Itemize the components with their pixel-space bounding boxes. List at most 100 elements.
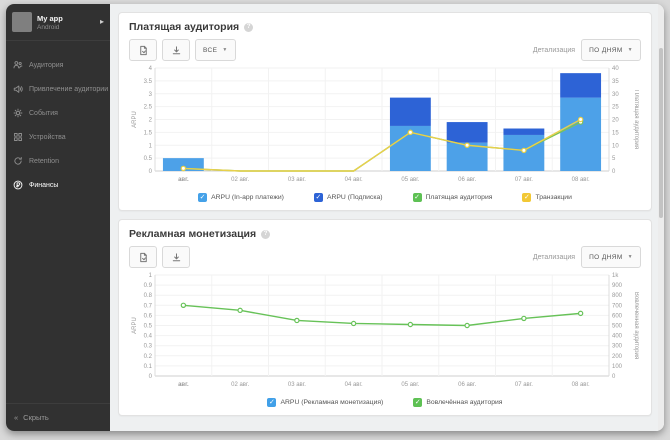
- svg-text:3: 3: [149, 92, 153, 98]
- svg-text:0.5: 0.5: [144, 324, 153, 330]
- svg-text:0.7: 0.7: [144, 303, 153, 309]
- svg-text:900: 900: [612, 283, 623, 289]
- sidebar-item-label: Аудитория: [29, 61, 64, 69]
- sidebar-collapse-button[interactable]: « Скрыть: [6, 403, 110, 431]
- ad-monetization-panel: Рекламная монетизация ? Детализация ПО Д…: [118, 219, 652, 416]
- svg-text:Вовлечённая аудитория: Вовлечённая аудитория: [633, 292, 639, 359]
- checkbox-checked-icon[interactable]: ✓: [522, 193, 532, 202]
- app-switcher[interactable]: My app Android ▸: [6, 4, 110, 41]
- svg-text:авг.: авг.: [178, 382, 189, 388]
- legend-item[interactable]: ✓ ARPU (Рекламная монетизация): [267, 398, 383, 407]
- svg-text:0: 0: [149, 374, 153, 380]
- svg-text:0: 0: [149, 169, 153, 175]
- scrollbar-thumb[interactable]: [659, 48, 663, 218]
- panel-title: Платящая аудитория: [129, 21, 240, 33]
- svg-text:0.9: 0.9: [144, 283, 153, 289]
- legend-item[interactable]: ✓ Платящая аудитория: [412, 193, 493, 202]
- svg-text:0.2: 0.2: [144, 354, 153, 360]
- sidebar-item-label: Финансы: [29, 181, 59, 189]
- scrollbar[interactable]: [658, 4, 664, 431]
- download-button[interactable]: [162, 39, 190, 61]
- document-icon: [139, 45, 147, 55]
- checkbox-checked-icon[interactable]: ✓: [412, 193, 422, 202]
- svg-text:35: 35: [612, 79, 619, 85]
- svg-text:20: 20: [612, 118, 619, 124]
- legend-item[interactable]: ✓ Транзакции: [522, 193, 572, 202]
- legend-label: Вовлечённая аудитория: [426, 399, 503, 406]
- checkbox-checked-icon[interactable]: ✓: [267, 398, 277, 407]
- filter-dropdown[interactable]: ВСЕ ▼: [195, 39, 236, 61]
- legend-label: Транзакции: [535, 194, 572, 201]
- svg-text:3.5: 3.5: [144, 79, 153, 85]
- svg-text:06 авг.: 06 авг.: [458, 382, 476, 388]
- document-icon: [139, 252, 147, 262]
- sidebar-item-acquisition[interactable]: Привлечение аудитории: [6, 77, 110, 101]
- download-button[interactable]: [162, 246, 190, 268]
- retention-icon: [14, 157, 22, 165]
- svg-text:05 авг.: 05 авг.: [401, 382, 419, 388]
- sidebar-item-devices[interactable]: Устройства: [6, 125, 110, 149]
- report-button[interactable]: [129, 246, 157, 268]
- svg-text:30: 30: [612, 92, 619, 98]
- svg-text:200: 200: [612, 354, 623, 360]
- chart-legend: ✓ ARPU (Рекламная монетизация) ✓ Вовлечённа…: [129, 395, 641, 409]
- checkbox-checked-icon[interactable]: ✓: [413, 398, 423, 407]
- svg-text:04 авг.: 04 авг.: [345, 177, 363, 183]
- checkbox-checked-icon[interactable]: ✓: [198, 193, 208, 202]
- svg-text:0.5: 0.5: [144, 156, 153, 162]
- svg-text:02 авг.: 02 авг.: [231, 382, 249, 388]
- svg-text:06 авг.: 06 авг.: [458, 177, 476, 183]
- svg-text:авг.: авг.: [178, 177, 189, 183]
- svg-text:2: 2: [149, 118, 153, 124]
- legend-label: ARPU (Рекламная монетизация): [280, 399, 384, 406]
- svg-text:08 авг.: 08 авг.: [572, 177, 590, 183]
- sidebar-item-label: События: [29, 109, 58, 117]
- app-window: My app Android ▸ Аудитория Привлечение ау…: [6, 4, 664, 431]
- sidebar-item-retention[interactable]: Retention: [6, 149, 110, 173]
- sidebar-item-audience[interactable]: Аудитория: [6, 53, 110, 77]
- main-content: Платящая аудитория ? ВСЕ ▼ Детализация П: [110, 4, 664, 431]
- checkbox-checked-icon[interactable]: ✓: [313, 193, 323, 202]
- paying-audience-chart: 0 0.5 1 1.5 2 2.5 3 3.5 4 0 5 10 15 20 25 30 35 40 авг. 02 …: [129, 63, 641, 190]
- legend-item[interactable]: ✓ ARPU (In-app платежи): [198, 193, 284, 202]
- app-platform: Android: [37, 23, 60, 31]
- svg-text:500: 500: [612, 324, 623, 330]
- svg-text:0.4: 0.4: [144, 334, 153, 340]
- svg-text:07 авг.: 07 авг.: [515, 177, 533, 183]
- svg-text:700: 700: [612, 303, 623, 309]
- svg-text:03 авг.: 03 авг.: [288, 382, 306, 388]
- audience-icon: [13, 61, 23, 69]
- detail-label: Детализация: [532, 253, 576, 261]
- finance-icon: [13, 180, 23, 190]
- sidebar-item-events[interactable]: События: [6, 101, 110, 125]
- chevron-right-icon: ▸: [99, 17, 104, 26]
- legend-label: ARPU (In-app платежи): [211, 194, 284, 201]
- download-icon: [172, 45, 180, 54]
- info-icon[interactable]: ?: [244, 22, 254, 32]
- app-avatar: [12, 12, 32, 32]
- collapse-label: Скрыть: [23, 413, 49, 422]
- detail-dropdown[interactable]: ПО ДНЯМ ▼: [581, 39, 641, 61]
- svg-text:100: 100: [612, 364, 623, 370]
- sidebar-item-label: Привлечение аудитории: [29, 85, 109, 93]
- svg-text:800: 800: [612, 293, 623, 299]
- svg-text:05 авг.: 05 авг.: [401, 177, 419, 183]
- svg-text:0.8: 0.8: [144, 293, 153, 299]
- svg-text:ARPU: ARPU: [132, 111, 138, 128]
- info-icon[interactable]: ?: [261, 229, 271, 239]
- sidebar-menu: Аудитория Привлечение аудитории События Уст…: [6, 41, 110, 403]
- ad-monetization-chart: 0 0.1 0.2 0.3 0.4 0.5 0.6 0.7 0.8 0.9 1 0 100 200 300 4…: [129, 270, 641, 395]
- legend-item[interactable]: ✓ ARPU (Подписка): [313, 193, 383, 202]
- report-button[interactable]: [129, 39, 157, 61]
- svg-text:0.3: 0.3: [144, 344, 153, 350]
- chevron-down-icon: ▼: [222, 47, 228, 53]
- devices-icon: [14, 133, 22, 141]
- svg-text:10: 10: [612, 143, 619, 149]
- detail-dropdown[interactable]: ПО ДНЯМ ▼: [581, 246, 641, 268]
- legend-item[interactable]: ✓ Вовлечённая аудитория: [413, 398, 503, 407]
- sidebar-item-finance[interactable]: Финансы: [6, 173, 110, 197]
- svg-text:0.6: 0.6: [144, 313, 153, 319]
- sidebar: My app Android ▸ Аудитория Привлечение ау…: [6, 4, 110, 431]
- legend-label: Платящая аудитория: [425, 194, 493, 201]
- svg-text:03 авг.: 03 авг.: [288, 177, 306, 183]
